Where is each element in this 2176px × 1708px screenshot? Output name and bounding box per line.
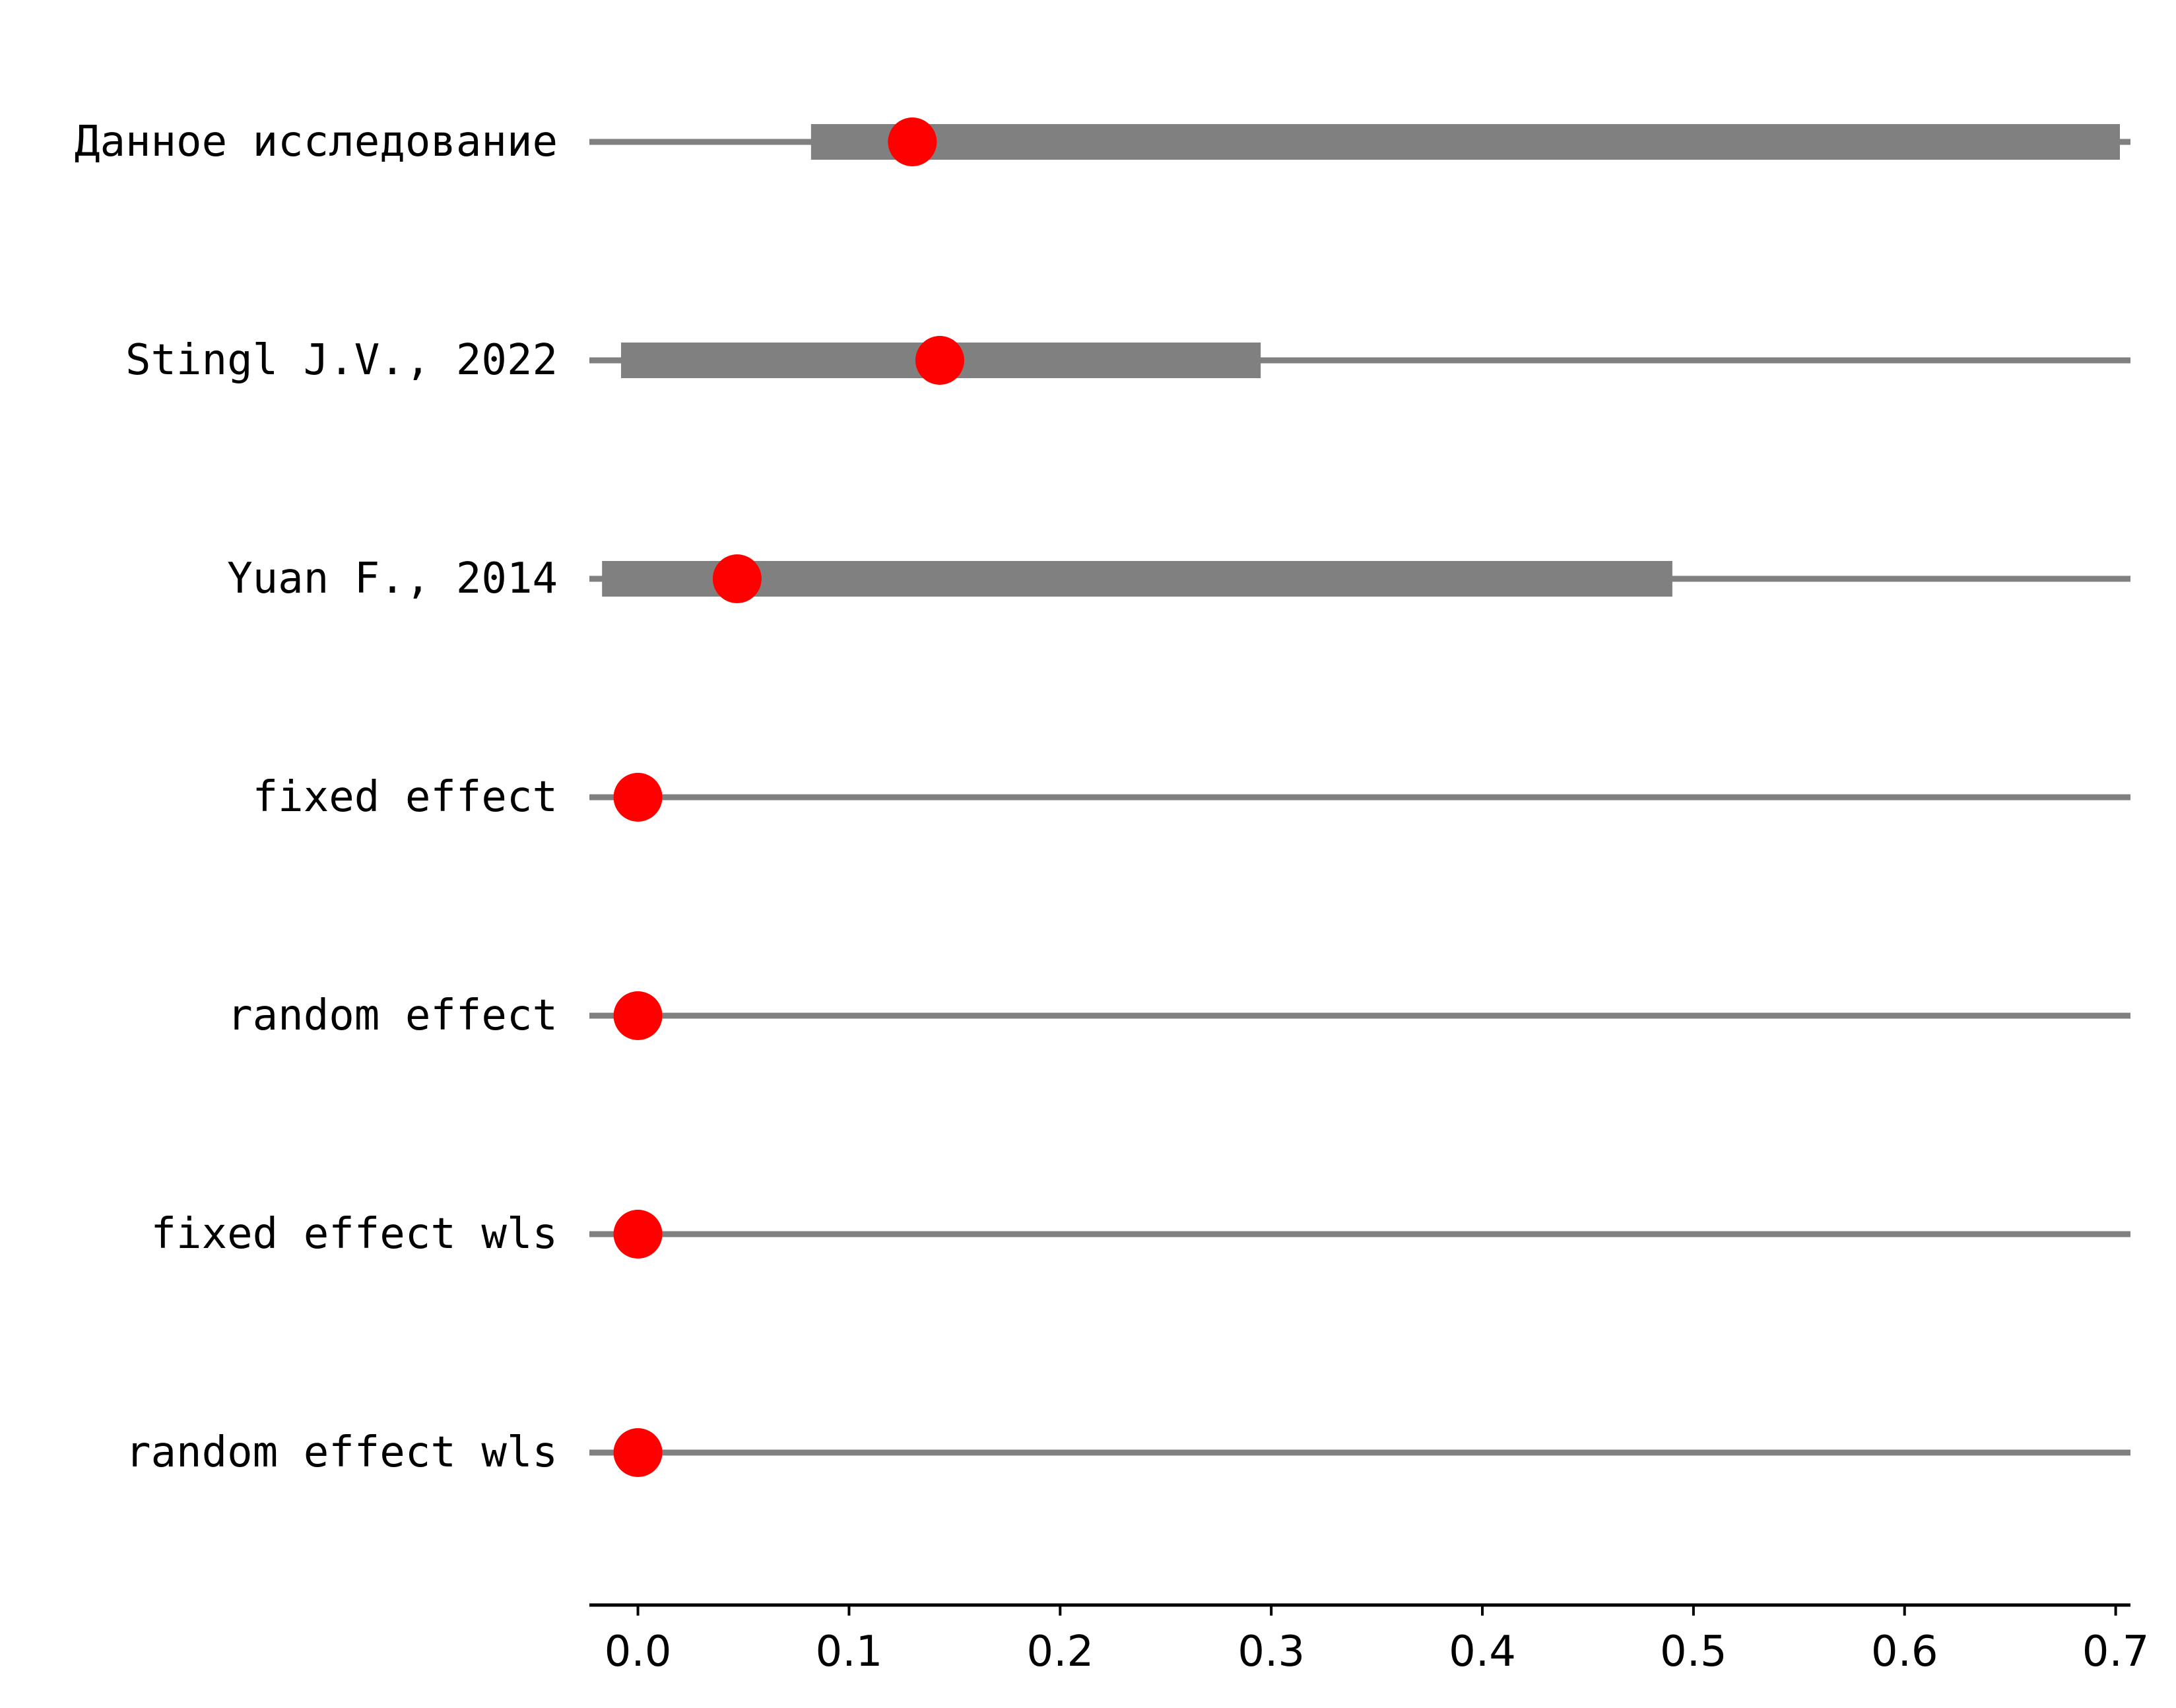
estimate-point [915, 336, 964, 385]
ci-bar [810, 124, 2121, 160]
row-label: random effect wls [125, 1428, 558, 1477]
ci-bar [602, 561, 1672, 597]
x-tick-label: 0.6 [1871, 1627, 1938, 1676]
estimate-point [712, 554, 762, 603]
row-label: fixed effect wls [151, 1210, 558, 1259]
x-tick-label: 0.4 [1449, 1627, 1516, 1676]
row-label: random effect [227, 991, 558, 1040]
row-label: Stingl J.V., 2022 [125, 336, 558, 385]
forest-row: Stingl J.V., 2022 [125, 336, 2130, 385]
estimate-point [613, 1428, 663, 1477]
x-tick-label: 0.3 [1237, 1627, 1305, 1676]
rows-layer: Данное исследование Stingl J.V., 2022 Yuan… [75, 117, 2130, 1477]
x-tick-label: 0.1 [816, 1627, 883, 1676]
row-label: Данное исследование [75, 117, 558, 166]
estimate-point [888, 117, 937, 166]
x-axis: 0.0 0.1 0.2 0.3 0.4 0.5 0.6 0.7 [589, 1603, 2150, 1676]
forest-row: random effect [227, 991, 2130, 1040]
x-tick-label: 0.5 [1660, 1627, 1727, 1676]
forest-row: Данное исследование [75, 117, 2130, 166]
x-tick-label: 0.0 [605, 1627, 672, 1676]
row-label: fixed effect [253, 773, 558, 822]
x-tick-label: 0.2 [1026, 1627, 1094, 1676]
forest-row: random effect wls [125, 1428, 2130, 1477]
estimate-point [613, 1210, 663, 1259]
row-label: Yuan F., 2014 [227, 554, 558, 603]
forest-row: Yuan F., 2014 [227, 554, 2130, 603]
x-tick-label: 0.7 [2082, 1627, 2150, 1676]
forest-row: fixed effect wls [151, 1210, 2130, 1259]
forest-row: fixed effect [253, 773, 2130, 822]
estimate-point [613, 773, 663, 822]
estimate-point [613, 991, 663, 1040]
